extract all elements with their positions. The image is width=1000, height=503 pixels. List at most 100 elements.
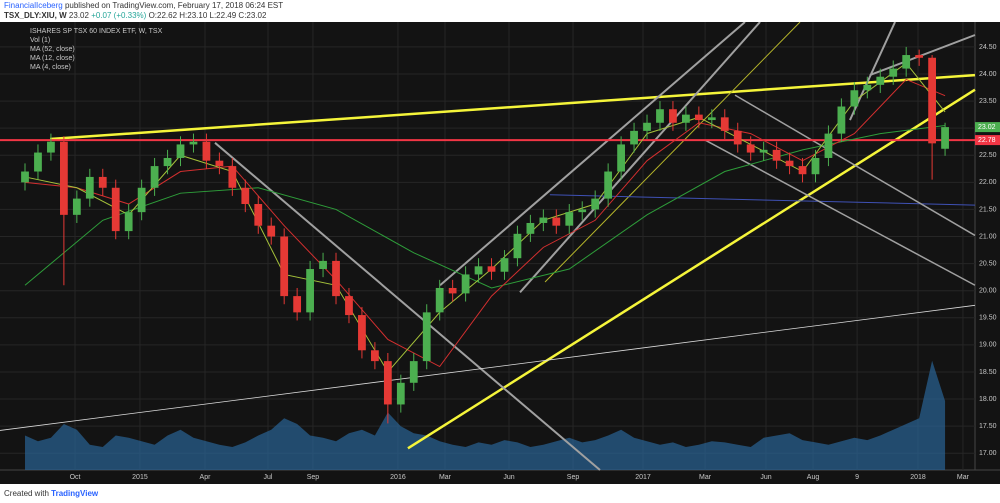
ohlc: O:22.62 H:23.10 L:22.49 C:23.02 <box>148 11 267 20</box>
candle-body <box>396 382 405 405</box>
x-tick-label: Jun <box>760 474 771 481</box>
candle-body <box>565 212 574 226</box>
y-tick-label: 22.00 <box>979 179 997 186</box>
price-label: 22.78 <box>978 137 996 144</box>
candle-body <box>889 68 898 77</box>
legend-entry: MA (12, close) <box>30 55 75 62</box>
candle-body <box>267 225 276 237</box>
legend-title: ISHARES SP TSX 60 INDEX ETF, W, TSX <box>30 28 163 35</box>
candle-body <box>487 266 496 272</box>
y-tick-label: 22.50 <box>979 152 997 159</box>
candle-body <box>72 198 81 215</box>
y-tick-label: 18.50 <box>979 369 997 376</box>
legend-entry: MA (52, close) <box>30 46 75 53</box>
x-tick-label: 9 <box>855 474 859 481</box>
candle-body <box>539 217 548 223</box>
x-tick-label: Apr <box>200 474 212 481</box>
x-tick-label: Jul <box>264 474 273 481</box>
y-tick-label: 20.00 <box>979 288 997 295</box>
candle-body <box>254 204 263 226</box>
candle-body <box>785 160 794 167</box>
candle-body <box>435 287 444 313</box>
trendline <box>439 22 746 287</box>
candle-body <box>656 109 664 123</box>
candle-body <box>876 76 885 85</box>
candle-body <box>21 171 29 183</box>
candle-body <box>59 141 68 215</box>
candle-body <box>526 222 535 234</box>
trendline <box>214 142 601 471</box>
candle-body <box>34 152 42 172</box>
candle-body <box>163 157 172 167</box>
trendline <box>0 304 976 431</box>
price-label: 23.02 <box>978 124 996 131</box>
candle-body <box>759 149 768 153</box>
candle-body <box>189 141 198 145</box>
header-line: FinancialIceberg published on TradingVie… <box>4 1 283 10</box>
candle-body <box>137 187 146 213</box>
x-tick-label: Mar <box>439 474 452 481</box>
candle-body <box>98 176 107 188</box>
x-tick-label: 2016 <box>390 474 406 481</box>
y-tick-label: 18.00 <box>979 396 997 403</box>
price-label-box <box>975 122 1000 133</box>
candle-body <box>824 133 833 158</box>
trendline <box>734 94 976 237</box>
x-tick-label: Mar <box>957 474 970 481</box>
candle-body <box>591 198 600 210</box>
candle-body <box>319 260 327 270</box>
x-tick-label: 2018 <box>910 474 926 481</box>
candle-body <box>228 166 237 188</box>
y-tick-label: 17.50 <box>979 423 997 430</box>
candle-body <box>837 106 846 134</box>
candle-body <box>306 269 314 313</box>
candle-body <box>902 55 911 69</box>
candle-body <box>604 171 613 199</box>
candle-body <box>811 157 820 175</box>
x-tick-label: Oct <box>70 474 81 481</box>
candle-body <box>448 287 457 294</box>
candle-body <box>111 187 120 232</box>
candle-body <box>941 127 949 149</box>
published: published on TradingView.com, February 1… <box>64 1 284 10</box>
candle-body <box>682 114 690 123</box>
y-tick-label: 23.50 <box>979 98 997 105</box>
brand[interactable]: TradingView <box>51 489 99 498</box>
candle-body <box>552 217 561 226</box>
last: 23.02 <box>68 11 89 20</box>
candle-body <box>422 312 431 362</box>
author[interactable]: FinancialIceberg <box>4 1 63 10</box>
y-tick-label: 21.00 <box>979 233 997 240</box>
candle-body <box>643 122 651 131</box>
candle-body <box>669 109 677 123</box>
quote-line: TSX_DLY:XIU, W 23.02 +0.07 (+0.33%) O:22… <box>4 11 266 20</box>
trendline <box>407 88 976 450</box>
trendline <box>549 194 976 206</box>
candle-body <box>241 187 250 205</box>
candle-body <box>371 350 379 362</box>
volume-area <box>25 360 946 470</box>
symbol: TSX_DLY:XIU, W <box>4 11 67 20</box>
y-tick-label: 17.00 <box>979 450 997 457</box>
legend-entry: MA (4, close) <box>30 64 71 71</box>
candle-body <box>293 296 302 313</box>
candle-body <box>746 144 755 153</box>
candle-body <box>513 233 522 259</box>
chart-background <box>0 22 1000 484</box>
trendline <box>544 22 801 283</box>
footer: Created with TradingView <box>4 489 98 498</box>
trendline <box>49 73 976 141</box>
candle-body <box>332 260 340 297</box>
candle-body <box>720 117 729 131</box>
candle-body <box>150 166 159 188</box>
y-tick-label: 21.50 <box>979 206 997 213</box>
price-label-box <box>975 135 1000 146</box>
candle-body <box>915 55 924 58</box>
y-tick-label: 20.50 <box>979 260 997 267</box>
trendline <box>519 22 761 293</box>
candle-body <box>707 117 716 121</box>
candle-body <box>850 90 859 107</box>
x-tick-label: Sep <box>307 474 320 481</box>
legend-entry: Vol (1) <box>30 37 50 44</box>
candle-body <box>928 57 936 144</box>
